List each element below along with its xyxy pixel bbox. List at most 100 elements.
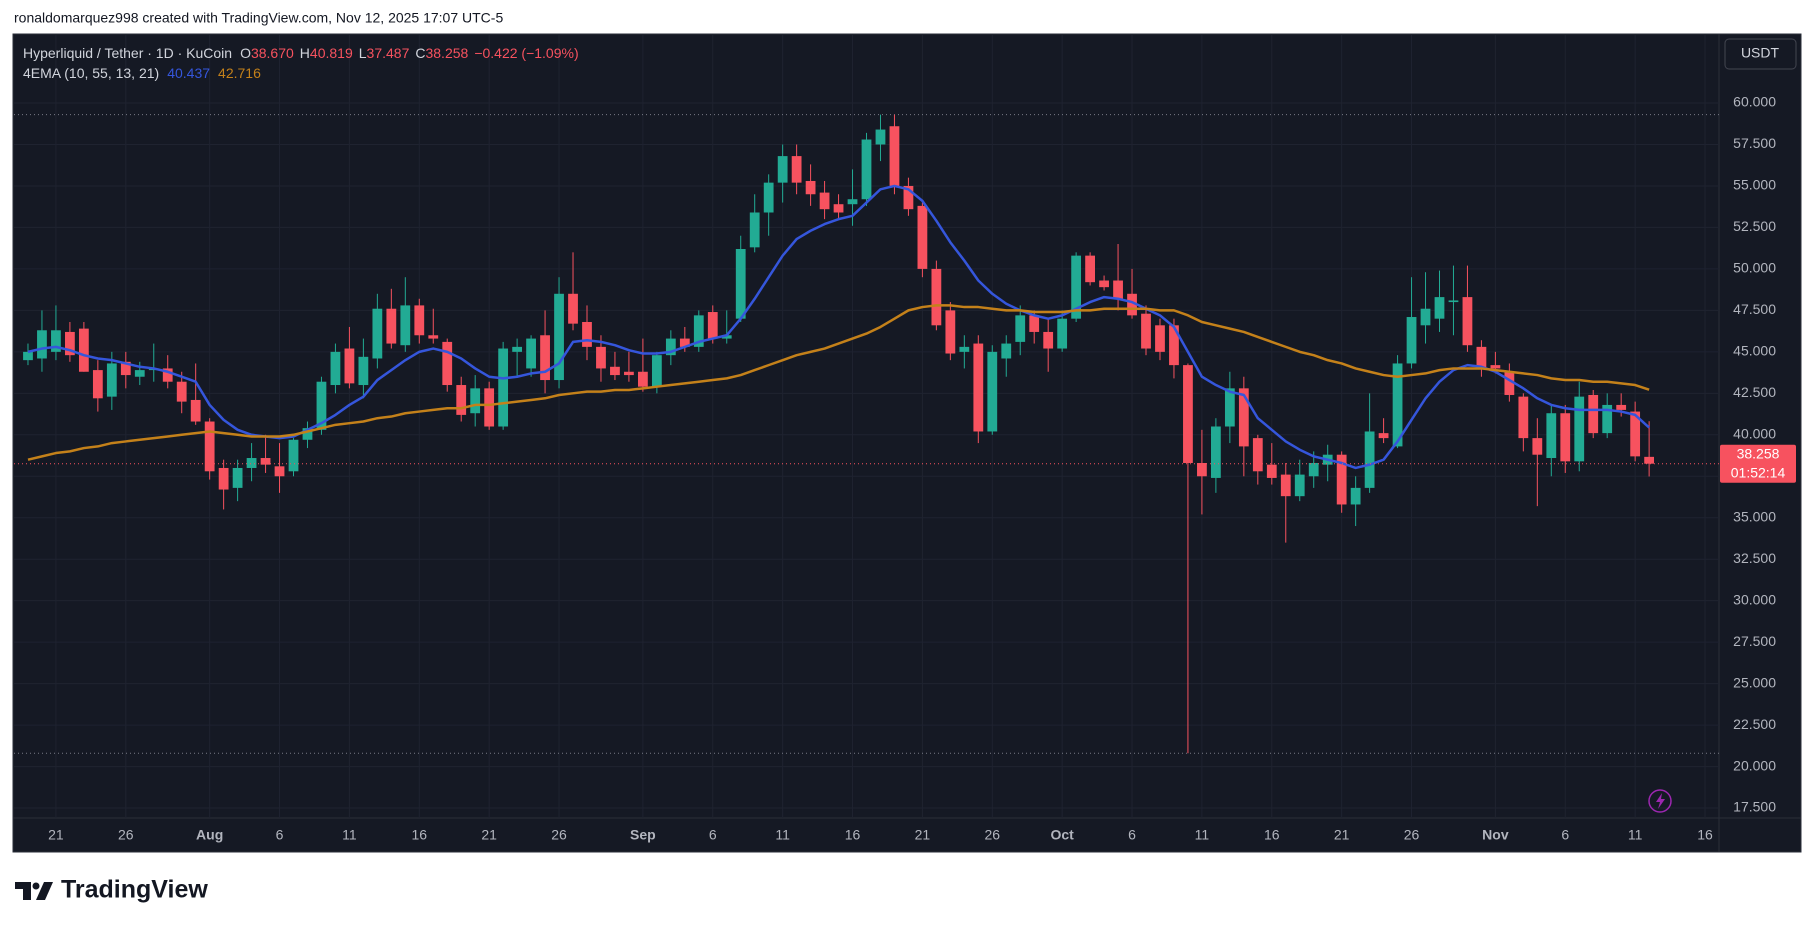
candle-body (889, 126, 900, 186)
candle-body (1434, 297, 1445, 319)
y-tick-label: 42.500 (1733, 384, 1776, 400)
candle-body (777, 156, 788, 183)
alert-ring[interactable] (1648, 789, 1672, 813)
candle-body (358, 356, 369, 386)
x-tick-label: Oct (1050, 827, 1074, 843)
symbol-legend: Hyperliquid / Tether · 1D · KuCoin O38.67… (23, 45, 579, 61)
ohlc-value: 38.258 (425, 45, 468, 61)
candle-body (106, 363, 117, 397)
candle-body (1364, 431, 1375, 488)
x-tick-label: Nov (1482, 827, 1509, 843)
candle-body (190, 399, 201, 422)
brand: TradingView (61, 876, 208, 904)
candle-body (512, 346, 523, 352)
attribution: ronaldomarquez998 created with TradingVi… (14, 10, 503, 26)
candle-body (1043, 331, 1054, 349)
x-tick-label: 21 (915, 827, 931, 843)
x-tick-label: 11 (775, 827, 790, 843)
candle-body (847, 199, 858, 205)
candle-body (540, 335, 550, 381)
candle-body (134, 370, 145, 377)
y-tick-label: 32.500 (1733, 550, 1776, 566)
candle-body (330, 351, 341, 386)
candle-body (1378, 433, 1389, 439)
candle-body (484, 388, 495, 427)
candle-body (232, 467, 243, 488)
x-tick-label: 16 (411, 827, 427, 843)
candle-body (120, 361, 131, 376)
ohlc-value: 37.487 (367, 45, 410, 61)
candle-body (51, 330, 61, 352)
logo-slash (36, 882, 53, 900)
x-tick-label: 16 (845, 827, 861, 843)
candle-body (931, 268, 942, 326)
ohlc-key: O (240, 45, 251, 61)
y-tick-label: 52.500 (1733, 218, 1776, 234)
logo-dot (32, 882, 40, 890)
ohlc-value: 38.670 (251, 45, 294, 61)
candle-body (1085, 255, 1095, 283)
candle-body (288, 439, 299, 472)
y-tick-label: 27.500 (1733, 633, 1776, 649)
candle-body (917, 205, 928, 269)
x-tick-label: 11 (1195, 827, 1210, 843)
candle-body (1560, 413, 1571, 462)
price-tag-value: 38.258 (1737, 445, 1780, 461)
candle-body (1197, 462, 1207, 477)
ohlc-value: 40.819 (310, 45, 353, 61)
price-tag (1720, 444, 1796, 483)
currency[interactable]: USDT (1741, 45, 1780, 61)
y-tick-label: 25.000 (1733, 674, 1776, 690)
alert-bolt[interactable] (1656, 793, 1665, 809)
candle-body (959, 346, 970, 352)
candle-body (442, 341, 453, 386)
candle-body (1504, 371, 1515, 395)
candle-body (568, 293, 578, 324)
x-tick-label: 11 (342, 827, 357, 843)
change: −0.422 (−1.09%) (474, 45, 578, 61)
candle-body (204, 421, 215, 472)
candle-body (651, 355, 662, 387)
y-tick-label: 47.500 (1733, 301, 1776, 317)
x-tick-label: 21 (1334, 827, 1350, 843)
candle-body (1588, 394, 1599, 434)
candle-body (833, 204, 844, 213)
candle-body (1546, 413, 1557, 459)
y-tick-label: 45.000 (1733, 343, 1776, 359)
candle-body (498, 348, 509, 427)
candle-body (554, 293, 564, 381)
y-tick-label: 22.500 (1733, 716, 1776, 732)
candle-body (945, 310, 956, 354)
candle-body (1476, 346, 1487, 369)
candle-body (903, 185, 914, 210)
candle-body (1015, 315, 1026, 342)
candle-body (861, 139, 872, 200)
candle-body (78, 328, 89, 372)
candle-body (372, 308, 383, 359)
x-tick-label: 11 (1628, 827, 1643, 843)
candle-body (400, 305, 411, 346)
candle-body (1210, 426, 1221, 478)
ohlc-key: L (359, 45, 367, 61)
candle-body (1420, 308, 1431, 326)
alert-icon[interactable] (1648, 789, 1672, 813)
y-tick-label: 50.000 (1733, 260, 1776, 276)
candle-body (1532, 438, 1543, 455)
candle-body (344, 348, 355, 384)
ohlc-key: C (415, 45, 425, 61)
candle-body (1029, 315, 1040, 332)
candle-body (721, 335, 732, 339)
countdown: 01:52:14 (1731, 464, 1786, 480)
x-tick-label: Sep (630, 827, 656, 843)
x-tick-label: 26 (1404, 827, 1420, 843)
brand-logo (15, 882, 53, 900)
candle-body (414, 305, 425, 336)
candle-body (1169, 325, 1179, 366)
candle-body (875, 129, 886, 145)
candle-body (1616, 404, 1627, 410)
x-tick-label: 21 (481, 827, 497, 843)
x-tick-label: 16 (1697, 827, 1713, 843)
currency-button[interactable] (1724, 38, 1797, 70)
plot (14, 114, 1719, 754)
